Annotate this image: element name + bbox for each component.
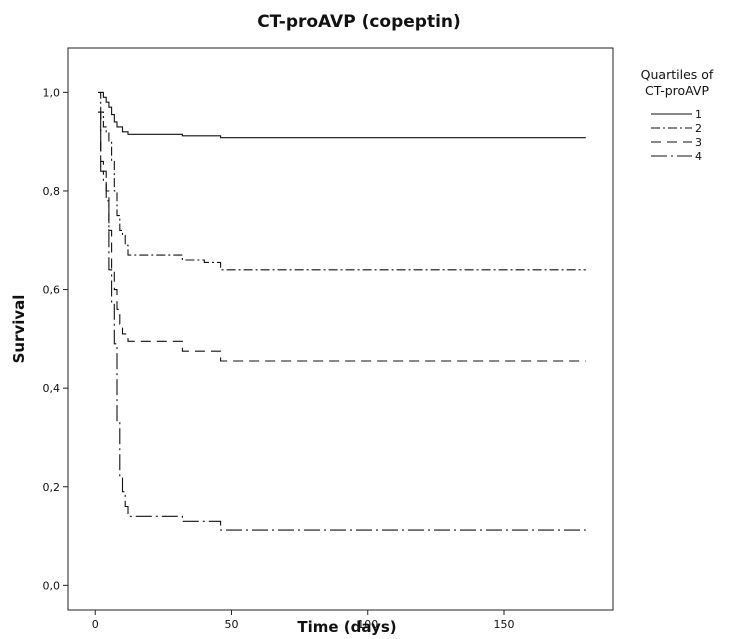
plot-area-frame [67,47,614,611]
series-3-curve [98,111,586,362]
x-tick-label: 100 [357,618,378,631]
y-axis: 0,0 0,2 0,4 0,6 0,8 1,0 [43,86,68,592]
legend-title-line-2: CT-proAVP [645,83,709,98]
series-4-curve [98,111,586,531]
series-1-curve [98,91,586,139]
series-2-curve [98,91,586,271]
y-tick-label: 0,0 [43,579,61,592]
x-axis: 0 50 100 150 [92,610,515,631]
y-tick-label: 1,0 [43,86,61,99]
survival-curves [98,91,586,531]
y-tick-label: 0,6 [43,284,61,297]
x-tick-label: 0 [92,618,99,631]
legend-title-line-1: Quartiles of [641,67,714,82]
legend-label-2: 2 [695,122,702,135]
x-tick-label: 150 [494,618,515,631]
y-tick-label: 0,8 [43,185,61,198]
legend-label-3: 3 [695,136,702,149]
chart-title: CT-proAVP (copeptin) [257,12,461,32]
x-tick-label: 50 [225,618,239,631]
x-axis-label: Time (days) [297,618,396,636]
y-axis-label: Survival [10,295,28,364]
y-tick-label: 0,2 [43,481,61,494]
legend-label-1: 1 [695,108,702,121]
y-tick-label: 0,4 [43,382,61,395]
legend-label-4: 4 [695,150,702,163]
